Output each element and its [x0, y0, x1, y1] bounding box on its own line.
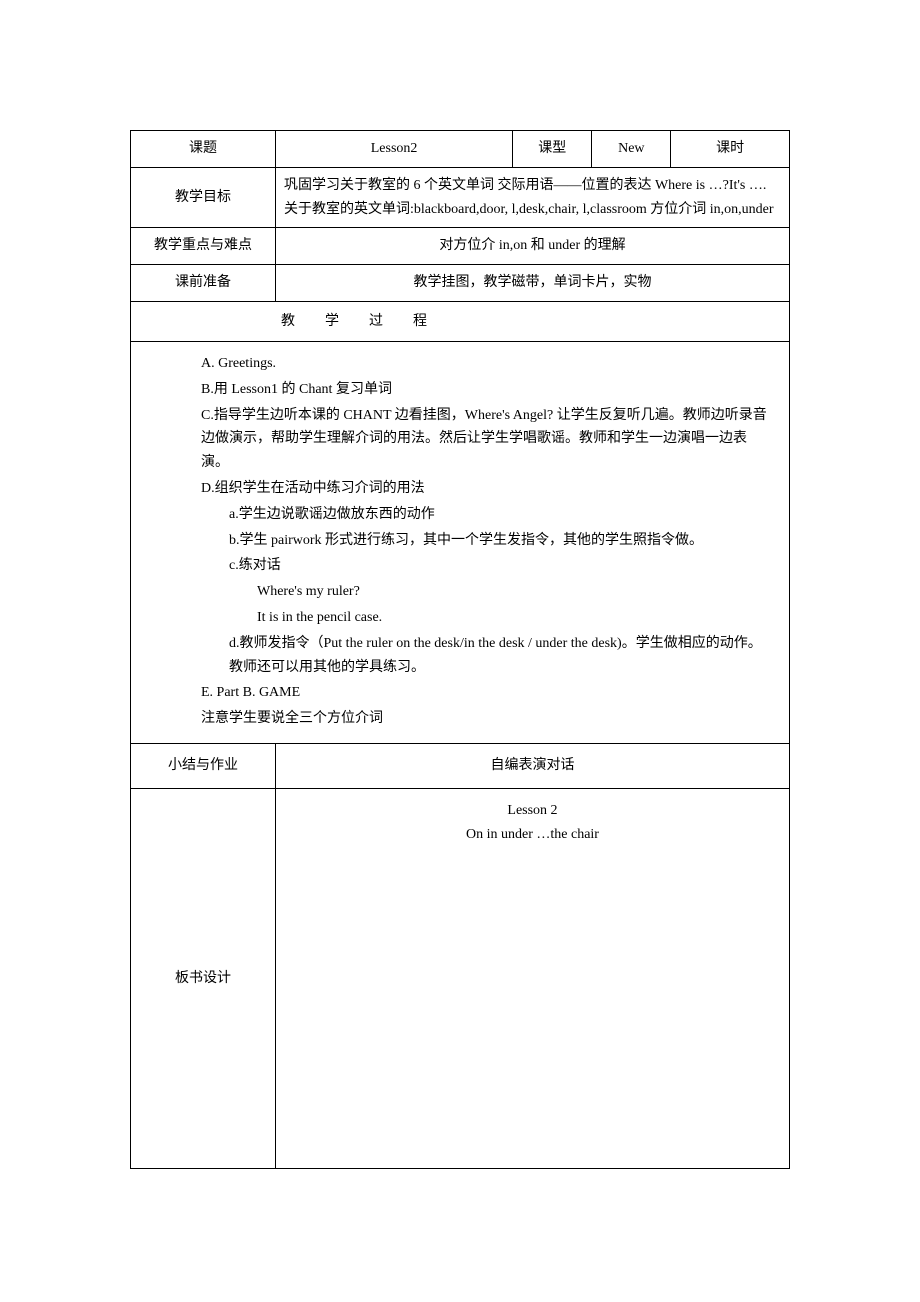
goal-content: 巩固学习关于教室的 6 个英文单词 交际用语——位置的表达 Where is …… — [275, 167, 789, 228]
process-e-note: 注意学生要说全三个方位介词 — [201, 707, 769, 731]
process-d-d: d.教师发指令（Put the ruler on the desk/in the… — [201, 632, 769, 680]
board-text: On in under …the chair — [284, 823, 781, 847]
homework-value: 自编表演对话 — [275, 743, 789, 788]
process-header: 教学过程 — [131, 301, 790, 341]
process-content-row: A. Greetings. B.用 Lesson1 的 Chant 复习单词 C… — [131, 341, 790, 743]
topic-value: Lesson2 — [275, 131, 512, 168]
type-label: 课型 — [513, 131, 592, 168]
board-row: 板书设计 Lesson 2 On in under …the chair — [131, 788, 790, 1168]
prep-value: 教学挂图，教学磁带，单词卡片，实物 — [275, 265, 789, 302]
process-b: B.用 Lesson1 的 Chant 复习单词 — [201, 378, 769, 402]
process-header-row: 教学过程 — [131, 301, 790, 341]
board-label: 板书设计 — [131, 788, 276, 1168]
type-value: New — [592, 131, 671, 168]
process-c: C.指导学生边听本课的 CHANT 边看挂图，Where's Angel? 让学… — [201, 404, 769, 475]
process-content: A. Greetings. B.用 Lesson1 的 Chant 复习单词 C… — [131, 341, 790, 743]
homework-label: 小结与作业 — [131, 743, 276, 788]
process-a: A. Greetings. — [201, 352, 769, 376]
period-label: 课时 — [671, 131, 790, 168]
process-d-b: b.学生 pairwork 形式进行练习，其中一个学生发指令，其他的学生照指令做… — [201, 529, 769, 553]
goal-line2: 关于教室的英文单词:blackboard,door, l,desk,chair,… — [284, 198, 781, 222]
prep-row: 课前准备 教学挂图，教学磁带，单词卡片，实物 — [131, 265, 790, 302]
header-row: 课题 Lesson2 课型 New 课时 — [131, 131, 790, 168]
homework-row: 小结与作业 自编表演对话 — [131, 743, 790, 788]
board-content: Lesson 2 On in under …the chair — [275, 788, 789, 1168]
focus-label: 教学重点与难点 — [131, 228, 276, 265]
process-d-c-2: It is in the pencil case. — [201, 606, 769, 630]
goal-line1: 巩固学习关于教室的 6 个英文单词 交际用语——位置的表达 Where is …… — [284, 174, 781, 198]
process-d-c-1: Where's my ruler? — [201, 580, 769, 604]
focus-value: 对方位介 in,on 和 under 的理解 — [275, 228, 789, 265]
process-e: E. Part B. GAME — [201, 681, 769, 705]
goal-label: 教学目标 — [131, 167, 276, 228]
process-d-c: c.练对话 — [201, 554, 769, 578]
prep-label: 课前准备 — [131, 265, 276, 302]
topic-label: 课题 — [131, 131, 276, 168]
board-title: Lesson 2 — [284, 799, 781, 823]
goal-row: 教学目标 巩固学习关于教室的 6 个英文单词 交际用语——位置的表达 Where… — [131, 167, 790, 228]
process-d: D.组织学生在活动中练习介词的用法 — [201, 477, 769, 501]
focus-row: 教学重点与难点 对方位介 in,on 和 under 的理解 — [131, 228, 790, 265]
process-d-a: a.学生边说歌谣边做放东西的动作 — [201, 503, 769, 527]
lesson-plan-table: 课题 Lesson2 课型 New 课时 教学目标 巩固学习关于教室的 6 个英… — [130, 130, 790, 1169]
